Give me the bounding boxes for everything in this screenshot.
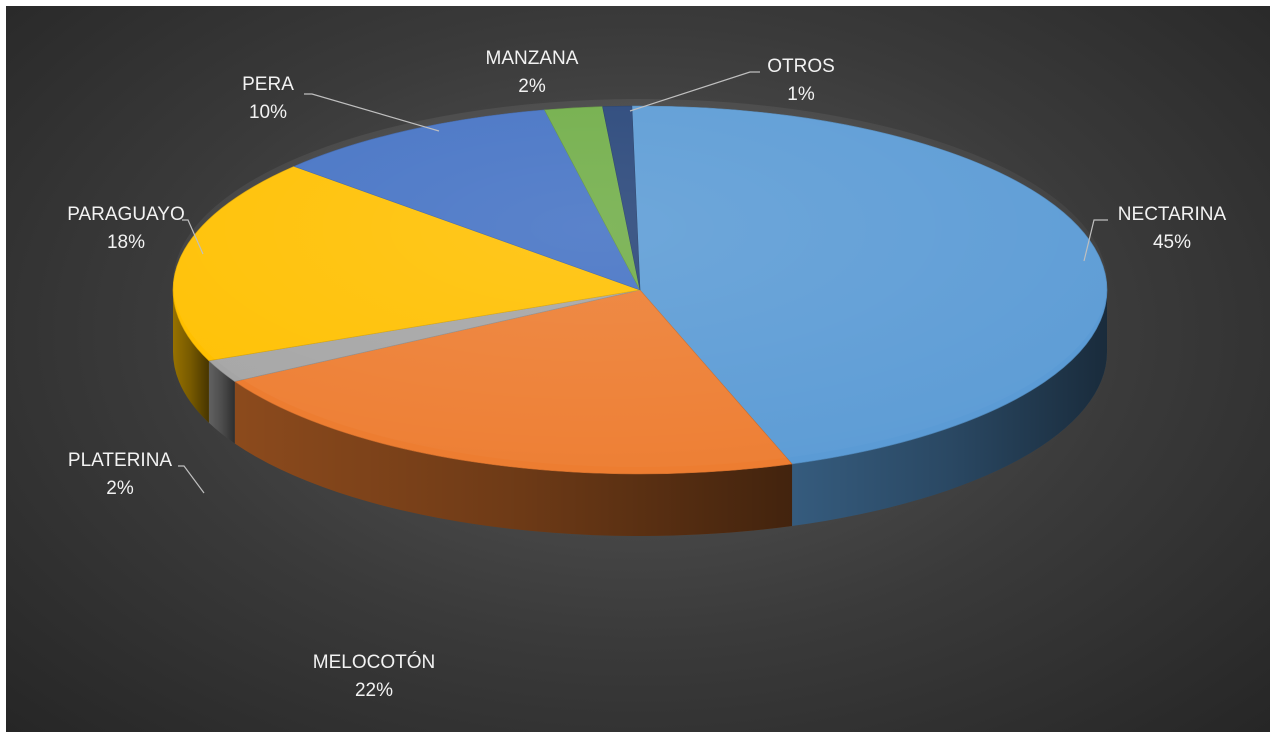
- percent-pera: 10%: [249, 102, 287, 123]
- percent-paraguayo: 18%: [107, 232, 145, 253]
- percent-otros: 1%: [787, 84, 815, 105]
- percent-melocoton: 22%: [355, 680, 393, 701]
- leader-line-nectarina: [1083, 219, 1108, 262]
- pie-chart: NECTARINA 45% MELOCOTÓN 22% PLATERINA 2% PARAG…: [67, 48, 1227, 701]
- percent-nectarina: 45%: [1153, 232, 1191, 253]
- label-paraguayo: PARAGUAYO: [67, 204, 185, 225]
- chart-area: NECTARINA 45% MELOCOTÓN 22% PLATERINA 2% PARAG…: [6, 6, 1270, 732]
- leader-line-otros: [629, 71, 760, 112]
- leader-line-pera: [304, 93, 440, 132]
- percent-manzana: 2%: [518, 76, 546, 97]
- label-otros: OTROS: [767, 56, 835, 77]
- percent-platerina: 2%: [106, 478, 134, 499]
- leader-line-paraguayo: [182, 219, 204, 255]
- label-melocoton: MELOCOTÓN: [313, 651, 435, 673]
- slice-side-shade: [234, 381, 793, 536]
- label-manzana: MANZANA: [486, 48, 579, 69]
- label-pera: PERA: [242, 74, 294, 95]
- label-nectarina: NECTARINA: [1118, 204, 1227, 225]
- label-platerina: PLATERINA: [68, 450, 173, 471]
- leader-line-platerina: [178, 465, 205, 494]
